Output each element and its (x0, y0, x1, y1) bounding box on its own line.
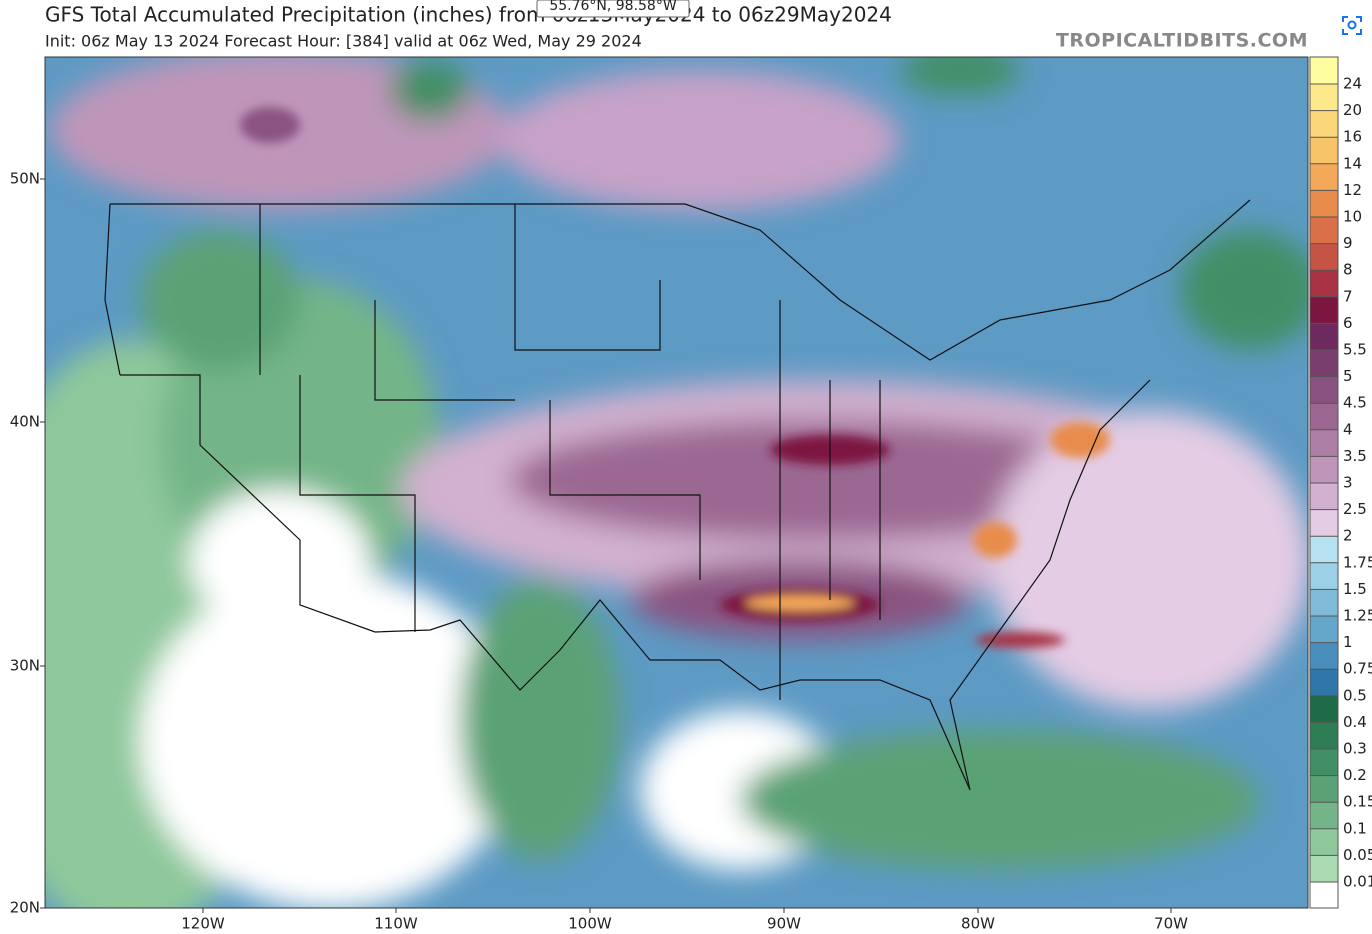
colorbar-label: 8 (1343, 261, 1353, 279)
colorbar-swatch (1310, 882, 1338, 908)
colorbar-swatch (1310, 163, 1338, 191)
colorbar-swatch (1310, 456, 1338, 483)
colorbar-swatch (1310, 855, 1338, 882)
colorbar-label: 1.75 (1343, 553, 1372, 571)
title: GFS Total Accumulated Precipitation (inc… (45, 3, 892, 27)
colorbar-label: 1.5 (1343, 580, 1367, 598)
colorbar-label: 5 (1343, 367, 1353, 385)
colorbar-swatch (1310, 84, 1338, 111)
colorbar-swatch (1310, 695, 1338, 723)
colorbar-swatch (1310, 802, 1338, 829)
colorbar-label: 0.3 (1343, 740, 1367, 758)
axis-labels: 50N 40N 30N 20N 120W 110W 100W 90W 80W 70W (10, 170, 1188, 933)
lon-label: 110W (374, 915, 418, 931)
colorbar-swatch (1310, 110, 1338, 138)
colorbar-swatch (1310, 775, 1338, 803)
colorbar-label: 12 (1343, 181, 1362, 199)
colorbar-label: 0.5 (1343, 686, 1367, 704)
colorbar-swatch (1310, 669, 1338, 696)
colorbar-label: 0.01 (1343, 873, 1372, 891)
colorbar-label: 4 (1343, 420, 1353, 438)
colorbar-label: 20 (1343, 101, 1362, 119)
colorbar-label: 0.05 (1343, 846, 1372, 864)
colorbar-swatch (1310, 350, 1338, 377)
colorbar-swatch (1310, 509, 1338, 537)
lon-label: 90W (767, 915, 801, 931)
colorbar-label: 4.5 (1343, 394, 1367, 412)
colorbar-label: 1 (1343, 633, 1353, 651)
lon-label: 120W (181, 915, 225, 931)
tooltip-box (536, 0, 690, 18)
colorbar-label: 2.5 (1343, 500, 1367, 518)
colorbar-label: 0.4 (1343, 713, 1367, 731)
colorbar-label: 0.1 (1343, 819, 1367, 837)
colorbar-label: 0.75 (1343, 660, 1372, 678)
lon-label: 100W (568, 915, 612, 931)
lat-label: 30N (10, 657, 40, 675)
lat-label: 20N (10, 899, 40, 917)
colorbar-label: 3.5 (1343, 447, 1367, 465)
subtitle: Init: 06z May 13 2024 Forecast Hour: [38… (45, 32, 642, 51)
colorbar-swatch (1310, 57, 1338, 84)
colorbar-swatch (1310, 323, 1338, 350)
map-frame (44, 56, 1309, 909)
colorbar-label: 10 (1343, 208, 1362, 226)
colorbar-swatch (1310, 429, 1338, 457)
colorbar-label: 2 (1343, 527, 1353, 545)
colorbar-swatch (1310, 403, 1338, 430)
colorbar-label: 1.25 (1343, 607, 1372, 625)
site-name: TROPICALTIDBITS.COM (1056, 30, 1308, 52)
colorbar-label: 14 (1343, 154, 1362, 172)
colorbar-label: 16 (1343, 128, 1362, 146)
colorbar-swatch (1310, 270, 1338, 297)
lens-button[interactable] (1336, 9, 1368, 41)
precip-map (45, 57, 1308, 908)
colorbar-swatch (1310, 217, 1338, 244)
colorbar-swatch (1310, 589, 1338, 616)
colorbar-label: 3 (1343, 474, 1353, 492)
colorbar-swatch (1310, 749, 1338, 776)
colorbar-label: 6 (1343, 314, 1353, 332)
colorbar-swatch (1310, 137, 1338, 164)
colorbar-swatch (1310, 562, 1338, 590)
colorbar-swatch (1310, 190, 1338, 217)
lat-label: 40N (10, 413, 40, 431)
colorbar-swatch (1310, 616, 1338, 643)
colorbar-swatch (1310, 376, 1338, 404)
colorbar-swatch (1310, 828, 1338, 856)
colorbar-swatch (1310, 296, 1338, 324)
tooltip: 55.76°N, 98.58°W (549, 0, 677, 14)
colorbar-swatch (1310, 642, 1338, 670)
colorbar-swatch (1310, 243, 1338, 271)
colorbar-label: 24 (1343, 75, 1362, 93)
boundaries (104, 199, 1251, 791)
colorbar-label: 7 (1343, 287, 1353, 305)
colorbar-swatch (1310, 483, 1338, 510)
colorbar-label: 9 (1343, 234, 1353, 252)
colorbar-label: 5.5 (1343, 341, 1367, 359)
lat-label: 50N (10, 170, 40, 188)
colorbar-swatch (1310, 536, 1338, 563)
lon-label: 80W (961, 915, 995, 931)
colorbar-swatch (1310, 722, 1338, 749)
colorbar: 24 20 16 14 12 10 9 8 7 6 5.5 5 4.5 4 3.5 3 2.5 2 1.75 1.5 1… (1309, 56, 1372, 909)
colorbar-label: 0.15 (1343, 793, 1372, 811)
lon-label: 70W (1154, 915, 1188, 931)
colorbar-label: 0.2 (1343, 766, 1367, 784)
